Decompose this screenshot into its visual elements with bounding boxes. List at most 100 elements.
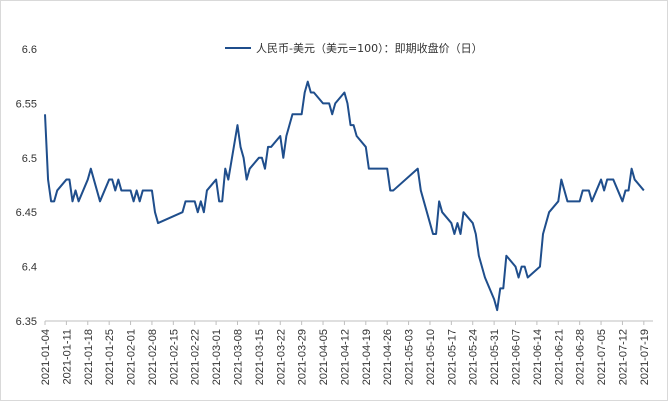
x-tick-label: 2021-04-05 [318, 329, 330, 385]
data-point [459, 232, 462, 235]
data-point [603, 189, 606, 192]
data-point [493, 298, 496, 301]
data-point [453, 232, 456, 235]
data-point [642, 189, 645, 192]
y-tick-label: 6.6 [22, 44, 37, 56]
x-tick-label: 2021-02-22 [190, 329, 202, 385]
legend-label: 人民币-美元（美元=100）：即期收盘价（日） [256, 41, 483, 55]
x-tick-label: 2021-03-22 [275, 329, 287, 385]
data-point [74, 189, 77, 192]
data-point [346, 102, 349, 105]
y-tick-label: 6.55 [16, 98, 37, 110]
data-point [111, 178, 114, 181]
data-point [548, 211, 551, 214]
data-point [557, 200, 560, 203]
x-tick-label: 2021-06-28 [575, 329, 587, 385]
data-point [138, 200, 141, 203]
data-point [288, 124, 291, 127]
data-point [627, 189, 630, 192]
data-point [199, 200, 202, 203]
data-point [89, 167, 92, 170]
data-point [477, 254, 480, 257]
data-point [416, 167, 419, 170]
data-point [65, 178, 68, 181]
data-point [153, 211, 156, 214]
y-axis-ticks: 6.35 6.4 6.45 6.5 6.55 6.6 [16, 44, 37, 328]
data-point [456, 222, 459, 225]
data-points [44, 80, 646, 311]
data-point [312, 91, 315, 94]
data-point [236, 124, 239, 127]
data-point [462, 211, 465, 214]
y-tick-label: 6.45 [16, 207, 37, 219]
data-point [526, 276, 529, 279]
data-point [392, 189, 395, 192]
x-tick-label: 2021-01-18 [83, 329, 95, 385]
data-point [242, 156, 245, 159]
data-point [563, 189, 566, 192]
data-point [270, 145, 273, 148]
data-point [135, 189, 138, 192]
data-point [334, 102, 337, 105]
data-point [609, 178, 612, 181]
data-point [260, 156, 263, 159]
data-point [44, 113, 47, 116]
data-point [581, 189, 584, 192]
data-point [331, 113, 334, 116]
x-tick-label: 2021-06-21 [553, 329, 565, 385]
data-point [386, 167, 389, 170]
data-point [303, 91, 306, 94]
data-point [248, 167, 251, 170]
x-tick-label: 2021-03-29 [297, 329, 309, 385]
data-point [612, 178, 615, 181]
data-point [282, 156, 285, 159]
data-point [633, 178, 636, 181]
data-point [435, 232, 438, 235]
data-point [218, 200, 221, 203]
x-tick-label: 2021-07-05 [596, 329, 608, 385]
x-axis-ticks: 2021-01-04 2021-01-11 2021-01-18 2021-01-25… [40, 321, 651, 385]
data-point [98, 200, 101, 203]
y-tick-label: 6.4 [22, 262, 37, 274]
x-tick-label: 2021-05-31 [489, 329, 501, 385]
x-tick-label: 2021-03-08 [232, 329, 244, 385]
data-point [47, 178, 50, 181]
data-point [370, 167, 373, 170]
data-point [520, 265, 523, 268]
x-tick-label: 2021-05-10 [425, 329, 437, 385]
data-point [343, 91, 346, 94]
data-point [624, 189, 627, 192]
x-tick-label: 2021-01-04 [40, 329, 52, 385]
data-point [56, 189, 59, 192]
x-tick-label: 2021-04-26 [382, 329, 394, 385]
data-point [227, 178, 230, 181]
data-point [279, 135, 282, 138]
data-point [419, 189, 422, 192]
data-point [114, 189, 117, 192]
data-point [285, 135, 288, 138]
data-point [196, 211, 199, 214]
x-tick-label: 2021-07-19 [639, 329, 651, 385]
data-point [471, 222, 474, 225]
data-point [523, 265, 526, 268]
data-point [92, 178, 95, 181]
data-point [538, 265, 541, 268]
data-point [389, 189, 392, 192]
data-point [291, 113, 294, 116]
data-point [474, 232, 477, 235]
data-point [77, 200, 80, 203]
data-point [300, 113, 303, 116]
data-point [517, 276, 520, 279]
legend: 人民币-美元（美元=100）：即期收盘价（日） [225, 41, 483, 55]
data-point [545, 222, 548, 225]
data-point [328, 102, 331, 105]
data-point [496, 309, 499, 312]
data-point [499, 287, 502, 290]
data-point [86, 178, 89, 181]
x-tick-label: 2021-01-25 [104, 329, 116, 385]
data-point [364, 145, 367, 148]
x-tick-label: 2021-02-01 [126, 329, 138, 385]
data-point [257, 156, 260, 159]
series-line [44, 80, 645, 312]
